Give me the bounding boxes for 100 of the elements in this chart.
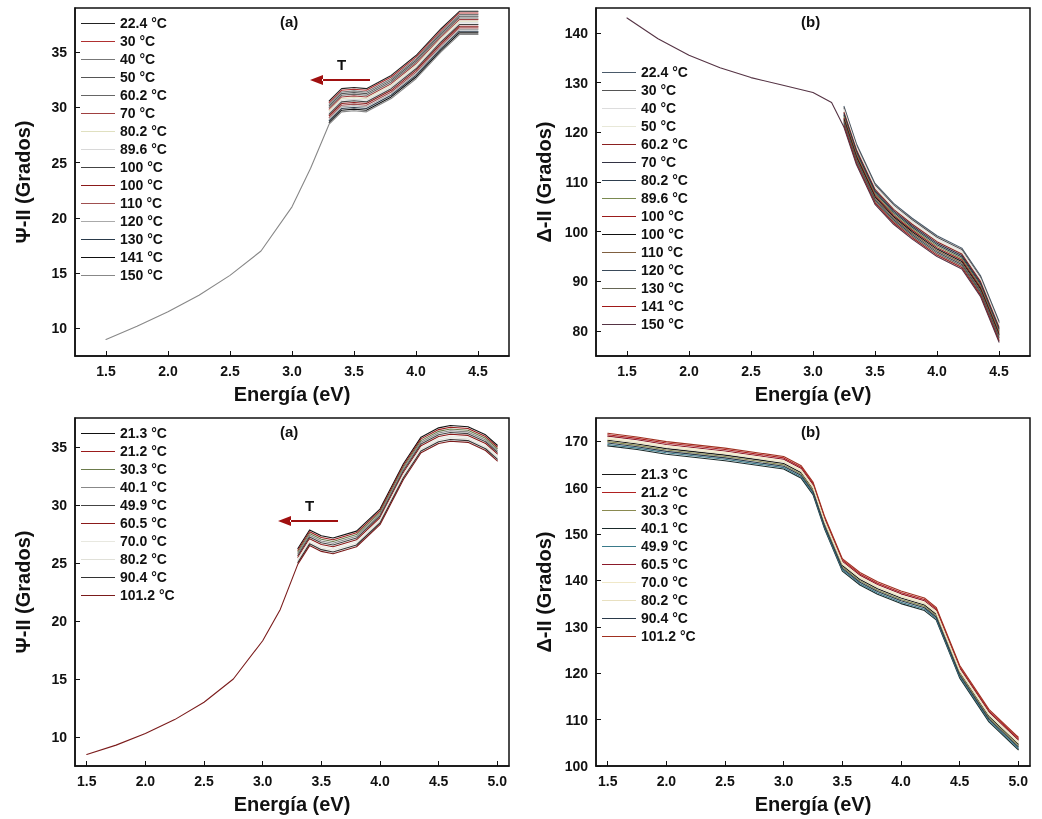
y-tick-label: 130 (564, 74, 589, 91)
legend-label: 70.0 °C (120, 533, 167, 549)
legend-label: 40 °C (120, 51, 156, 67)
legend-label: 70 °C (641, 154, 677, 171)
x-axis-title: Energía (eV) (754, 793, 872, 815)
x-tick-label: 3.0 (252, 773, 273, 789)
y-tick-label: 10 (51, 320, 68, 337)
legend-label: 110 °C (641, 244, 684, 261)
x-axis-title: Energía (eV) (233, 383, 351, 405)
legend-label: 150 °C (641, 316, 684, 333)
legend-label: 80.2 °C (641, 172, 688, 189)
legend-label: 30.3 °C (641, 502, 688, 519)
annotation: (a) (280, 13, 299, 30)
y-tick-label: 25 (51, 555, 68, 571)
legend-label: 100 °C (641, 226, 684, 243)
y-tick-label: 140 (564, 24, 589, 41)
x-tick-label: 4.5 (949, 773, 970, 789)
legend-label: 50 °C (641, 118, 677, 135)
legend-label: 70 °C (120, 105, 156, 121)
x-tick-label: 1.5 (96, 363, 116, 379)
annotation: (b) (801, 423, 821, 440)
y-tick-label: 80 (572, 323, 589, 340)
annotation: T (305, 497, 315, 515)
x-tick-label: 1.5 (598, 773, 618, 789)
legend-label: 90.4 °C (641, 610, 688, 627)
legend-label: 60.2 °C (641, 136, 688, 153)
x-tick-label: 2.0 (158, 363, 178, 379)
x-tick-label: 2.0 (656, 773, 677, 789)
legend-label: 22.4 °C (641, 64, 688, 81)
legend-label: 130 °C (120, 231, 163, 247)
legend-label: 89.6 °C (641, 190, 688, 207)
legend-label: 120 °C (641, 262, 684, 279)
legend-label: 40 °C (641, 100, 677, 117)
x-tick-label: 4.0 (891, 773, 911, 789)
x-tick-label: 4.0 (927, 363, 947, 379)
x-axis-title: Energía (eV) (233, 793, 351, 815)
legend-label: 150 °C (120, 267, 163, 283)
x-tick-label: 3.0 (803, 363, 823, 379)
legend-label: 21.2 °C (641, 484, 688, 501)
legend-label: 100 °C (120, 159, 163, 175)
y-tick-label: 10 (51, 729, 68, 745)
legend-label: 89.6 °C (120, 141, 167, 157)
x-tick-label: 2.0 (135, 773, 156, 789)
x-tick-label: 4.5 (428, 773, 449, 789)
y-tick-label: 140 (564, 572, 589, 589)
annotation: (a) (280, 423, 299, 440)
y-tick-label: 30 (51, 99, 68, 116)
annotation: T (337, 56, 347, 74)
x-tick-label: 2.5 (194, 773, 214, 789)
legend-label: 141 °C (120, 249, 163, 265)
legend-label: 90.4 °C (120, 569, 167, 585)
legend-label: 120 °C (120, 213, 163, 229)
x-tick-label: 4.0 (370, 773, 390, 789)
x-tick-label: 4.0 (406, 363, 426, 379)
y-tick-label: 100 (564, 758, 589, 774)
legend-label: 49.9 °C (641, 538, 688, 555)
legend-label: 60.2 °C (120, 87, 167, 103)
x-tick-label: 4.5 (468, 363, 488, 379)
y-tick-label: 35 (51, 439, 68, 455)
legend-label: 130 °C (641, 280, 684, 297)
x-tick-label: 4.5 (989, 363, 1009, 379)
legend-label: 22.4 °C (120, 15, 167, 31)
legend-label: 40.1 °C (120, 479, 167, 495)
legend-label: 30.3 °C (120, 461, 167, 477)
y-tick-label: 160 (564, 479, 589, 496)
y-tick-label: 150 (564, 526, 589, 542)
legend-label: 49.9 °C (120, 497, 167, 513)
legend-label: 21.2 °C (120, 443, 167, 459)
y-tick-label: 120 (564, 665, 589, 682)
x-tick-label: 3.5 (832, 773, 853, 789)
x-tick-label: 1.5 (77, 773, 97, 789)
y-tick-label: 25 (51, 154, 68, 171)
x-tick-label: 5.0 (487, 773, 508, 789)
legend-label: 40.1 °C (641, 520, 688, 537)
legend-label: 101.2 °C (120, 587, 175, 603)
y-tick-label: 110 (565, 711, 589, 728)
y-tick-label: 100 (564, 223, 589, 240)
x-tick-label: 3.5 (311, 773, 332, 789)
x-tick-label: 1.5 (617, 363, 637, 379)
x-tick-label: 3.0 (282, 363, 302, 379)
legend-label: 70.0 °C (641, 574, 688, 591)
annotation: (b) (801, 13, 821, 30)
legend-label: 110 °C (120, 195, 163, 211)
y-tick-label: 35 (51, 44, 68, 61)
x-tick-label: 2.5 (220, 363, 240, 379)
legend-label: 60.5 °C (120, 515, 167, 531)
y-axis-title: Δ-II (Grados) (532, 531, 555, 653)
x-tick-label: 2.0 (679, 363, 699, 379)
y-tick-label: 170 (564, 433, 589, 450)
legend-label: 100 °C (120, 177, 163, 193)
y-axis-title: Δ-II (Grados) (532, 121, 555, 243)
legend-label: 30 °C (120, 33, 156, 49)
legend-label: 30 °C (641, 82, 677, 99)
y-axis-title: Ψ-II (Grados) (12, 530, 34, 654)
y-tick-label: 130 (564, 618, 589, 635)
x-axis-title: Energía (eV) (754, 383, 872, 405)
legend-label: 80.2 °C (120, 123, 167, 139)
legend-label: 100 °C (641, 208, 684, 225)
legend-label: 60.5 °C (641, 556, 688, 573)
x-tick-label: 3.0 (773, 773, 794, 789)
